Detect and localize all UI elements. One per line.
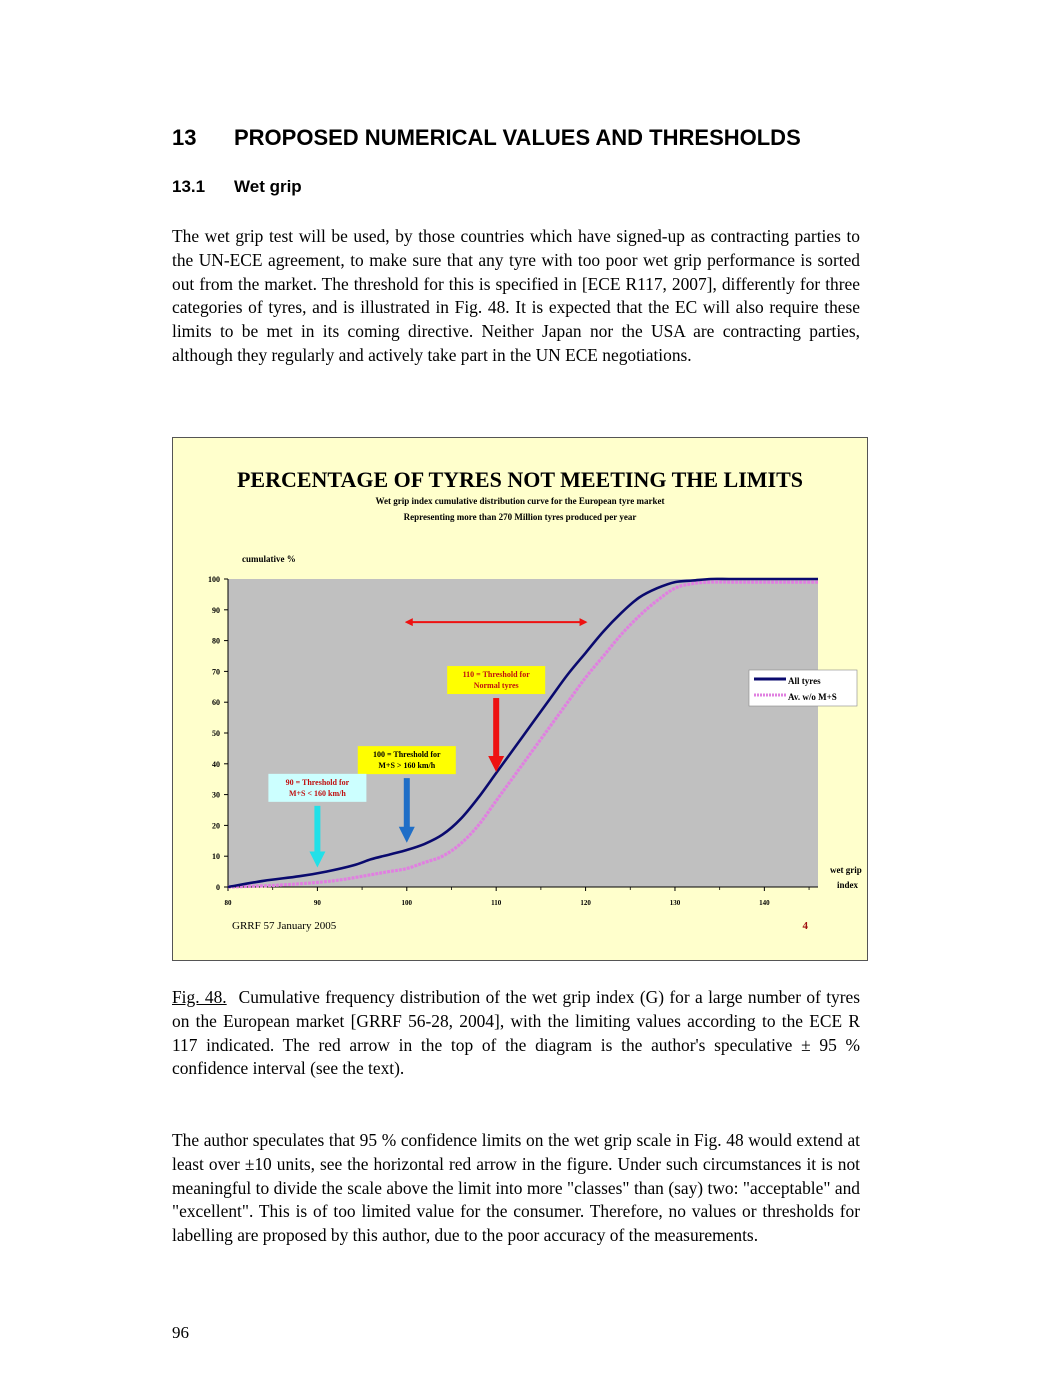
plot-area [228, 579, 818, 887]
ticks: 0 10 20 30 40 50 60 70 80 90 100 80 90 100 110 120 130 14… [208, 575, 810, 907]
figure-48-chart: PERCENTAGE OF TYRES NOT MEETING THE LIMI… [172, 437, 868, 961]
x-axis-label-1: wet grip [830, 865, 862, 875]
threshold-arrow-shaft [493, 698, 500, 758]
y-tick-label: 80 [212, 637, 220, 646]
x-tick-label: 100 [402, 899, 413, 907]
threshold-arrow-shaft [403, 778, 410, 829]
threshold-arrow-shaft [314, 805, 321, 854]
subsection-number: 13.1 [172, 177, 206, 196]
legend-label-all-tyres: All tyres [788, 676, 821, 686]
y-tick-label: 50 [212, 729, 220, 738]
x-axis-label-2: index [837, 880, 859, 890]
figure-caption-label: Fig. 48. [172, 987, 227, 1007]
y-tick-label: 30 [212, 791, 220, 800]
y-tick-label: 40 [212, 760, 220, 769]
paragraph-intro: The wet grip test will be used, by those… [172, 226, 860, 365]
threshold-label: M+S < 160 km/h [289, 789, 346, 798]
chart-footer-number: 4 [803, 920, 809, 932]
series-layer [227, 577, 818, 889]
paragraph-speculation: The author speculates that 95 % confiden… [172, 1130, 860, 1246]
threshold-label: Normal tyres [474, 681, 519, 690]
y-tick-label: 90 [212, 606, 220, 615]
chart-subtitle-2: Representing more than 270 Million tyres… [404, 512, 637, 522]
legend: All tyres Av. w/o M+S [748, 669, 858, 707]
legend-label-av: Av. w/o M+S [788, 692, 837, 702]
threshold-arrow-head [488, 755, 505, 772]
x-tick-label: 110 [491, 899, 502, 907]
threshold-label: 100 = Threshold for [373, 750, 441, 759]
series-line-av-wo-ms [227, 580, 818, 889]
threshold-box [268, 773, 367, 802]
y-tick-label: 100 [208, 575, 220, 584]
threshold-label: 110 = Threshold for [463, 670, 531, 679]
series-line-all-tyres [227, 577, 818, 889]
chart-subtitle-1: Wet grip index cumulative distribution c… [376, 496, 665, 506]
y-tick-label: 60 [212, 698, 220, 707]
chart-footer-source: GRRF 57 January 2005 [232, 920, 337, 932]
y-tick-label: 10 [212, 852, 220, 861]
y-tick-label: 20 [212, 821, 220, 830]
subsection-title: Wet grip [234, 177, 302, 196]
figure-caption-text: Cumulative frequency distribution of the… [172, 987, 860, 1079]
x-tick-label: 90 [314, 899, 322, 907]
threshold-label: M+S > 160 km/h [378, 761, 435, 770]
y-tick-label: 0 [216, 883, 220, 892]
threshold-arrow-head [309, 851, 326, 868]
y-axis-label: cumulative % [242, 554, 296, 564]
figure-caption: Fig. 48. Cumulative frequency distributio… [172, 986, 860, 1081]
page-number: 96 [172, 1323, 189, 1342]
x-tick-label: 140 [759, 899, 770, 907]
threshold-annotations: 110 = Threshold for Normal tyres 100 = Thr… [268, 666, 546, 868]
x-tick-label: 120 [580, 899, 591, 907]
x-tick-label: 130 [670, 899, 681, 907]
y-tick-label: 70 [212, 667, 220, 676]
section-number: 13 [172, 125, 197, 150]
section-title: PROPOSED NUMERICAL VALUES AND THRESHOLDS [234, 125, 801, 150]
x-tick-label: 80 [225, 899, 233, 907]
threshold-box [447, 666, 546, 695]
threshold-label: 90 = Threshold for [286, 778, 350, 787]
threshold-arrow-head [398, 826, 415, 843]
chart-title: PERCENTAGE OF TYRES NOT MEETING THE LIMI… [237, 467, 803, 492]
threshold-box [357, 746, 456, 775]
